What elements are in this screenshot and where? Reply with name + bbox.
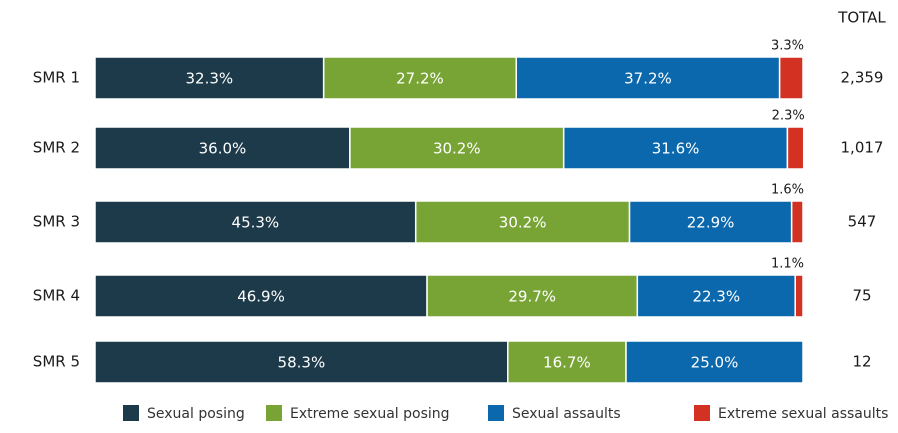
- value-label: 30.2%: [433, 140, 481, 158]
- bar-segment: [349, 126, 565, 170]
- value-label: 1.1%: [771, 257, 804, 272]
- category-label: SMR 5: [33, 353, 80, 371]
- value-label: 22.9%: [687, 214, 735, 232]
- total-label: 12: [852, 353, 871, 371]
- legend-swatch: [266, 405, 282, 421]
- bar-segment: [94, 340, 509, 384]
- value-label: 27.2%: [396, 70, 444, 88]
- bar-segment: [790, 200, 804, 244]
- total-label: 2,359: [841, 69, 884, 87]
- total-label: 75: [852, 287, 871, 305]
- category-label: SMR 3: [33, 213, 80, 231]
- value-label: 3.3%: [771, 39, 804, 54]
- value-label: 45.3%: [232, 214, 280, 232]
- value-label: 46.9%: [237, 288, 285, 306]
- legend-swatch: [123, 405, 139, 421]
- value-label: 58.3%: [278, 354, 326, 372]
- category-label: SMR 2: [33, 139, 80, 157]
- bar-segment: [94, 274, 428, 318]
- bar-segment: [94, 200, 417, 244]
- totals-header: TOTAL: [837, 9, 886, 27]
- bar-segment: [507, 340, 627, 384]
- bar-segment: [515, 56, 781, 100]
- value-label: 22.3%: [692, 288, 740, 306]
- legend-label: Sexual posing: [147, 406, 245, 422]
- legend-swatch: [488, 405, 504, 421]
- bar-segment: [94, 56, 325, 100]
- total-label: 547: [848, 213, 877, 231]
- bar-segment: [414, 200, 631, 244]
- value-label: 32.3%: [186, 70, 234, 88]
- value-label: 29.7%: [508, 288, 556, 306]
- value-label: 30.2%: [499, 214, 547, 232]
- legend-label: Sexual assaults: [512, 406, 621, 422]
- bar-segment: [636, 274, 796, 318]
- value-label: 36.0%: [199, 140, 247, 158]
- value-label: 16.7%: [543, 354, 591, 372]
- bar-segment: [562, 126, 789, 170]
- total-label: 1,017: [841, 139, 884, 157]
- legend-label: Extreme sexual posing: [290, 406, 450, 422]
- legend-swatch: [694, 405, 710, 421]
- legend-label: Extreme sexual assaults: [718, 406, 888, 422]
- bar-segment: [786, 126, 805, 170]
- bar-segment: [778, 56, 804, 100]
- bar-segment: [794, 274, 804, 318]
- bar-segment: [322, 56, 518, 100]
- bar-segment: [625, 340, 804, 384]
- category-label: SMR 1: [33, 69, 80, 87]
- category-label: SMR 4: [33, 287, 80, 305]
- value-label: 25.0%: [691, 354, 739, 372]
- value-label: 37.2%: [624, 70, 672, 88]
- bar-segment: [628, 200, 793, 244]
- value-label: 2.3%: [772, 109, 805, 124]
- value-label: 1.6%: [771, 183, 804, 198]
- value-label: 31.6%: [652, 140, 700, 158]
